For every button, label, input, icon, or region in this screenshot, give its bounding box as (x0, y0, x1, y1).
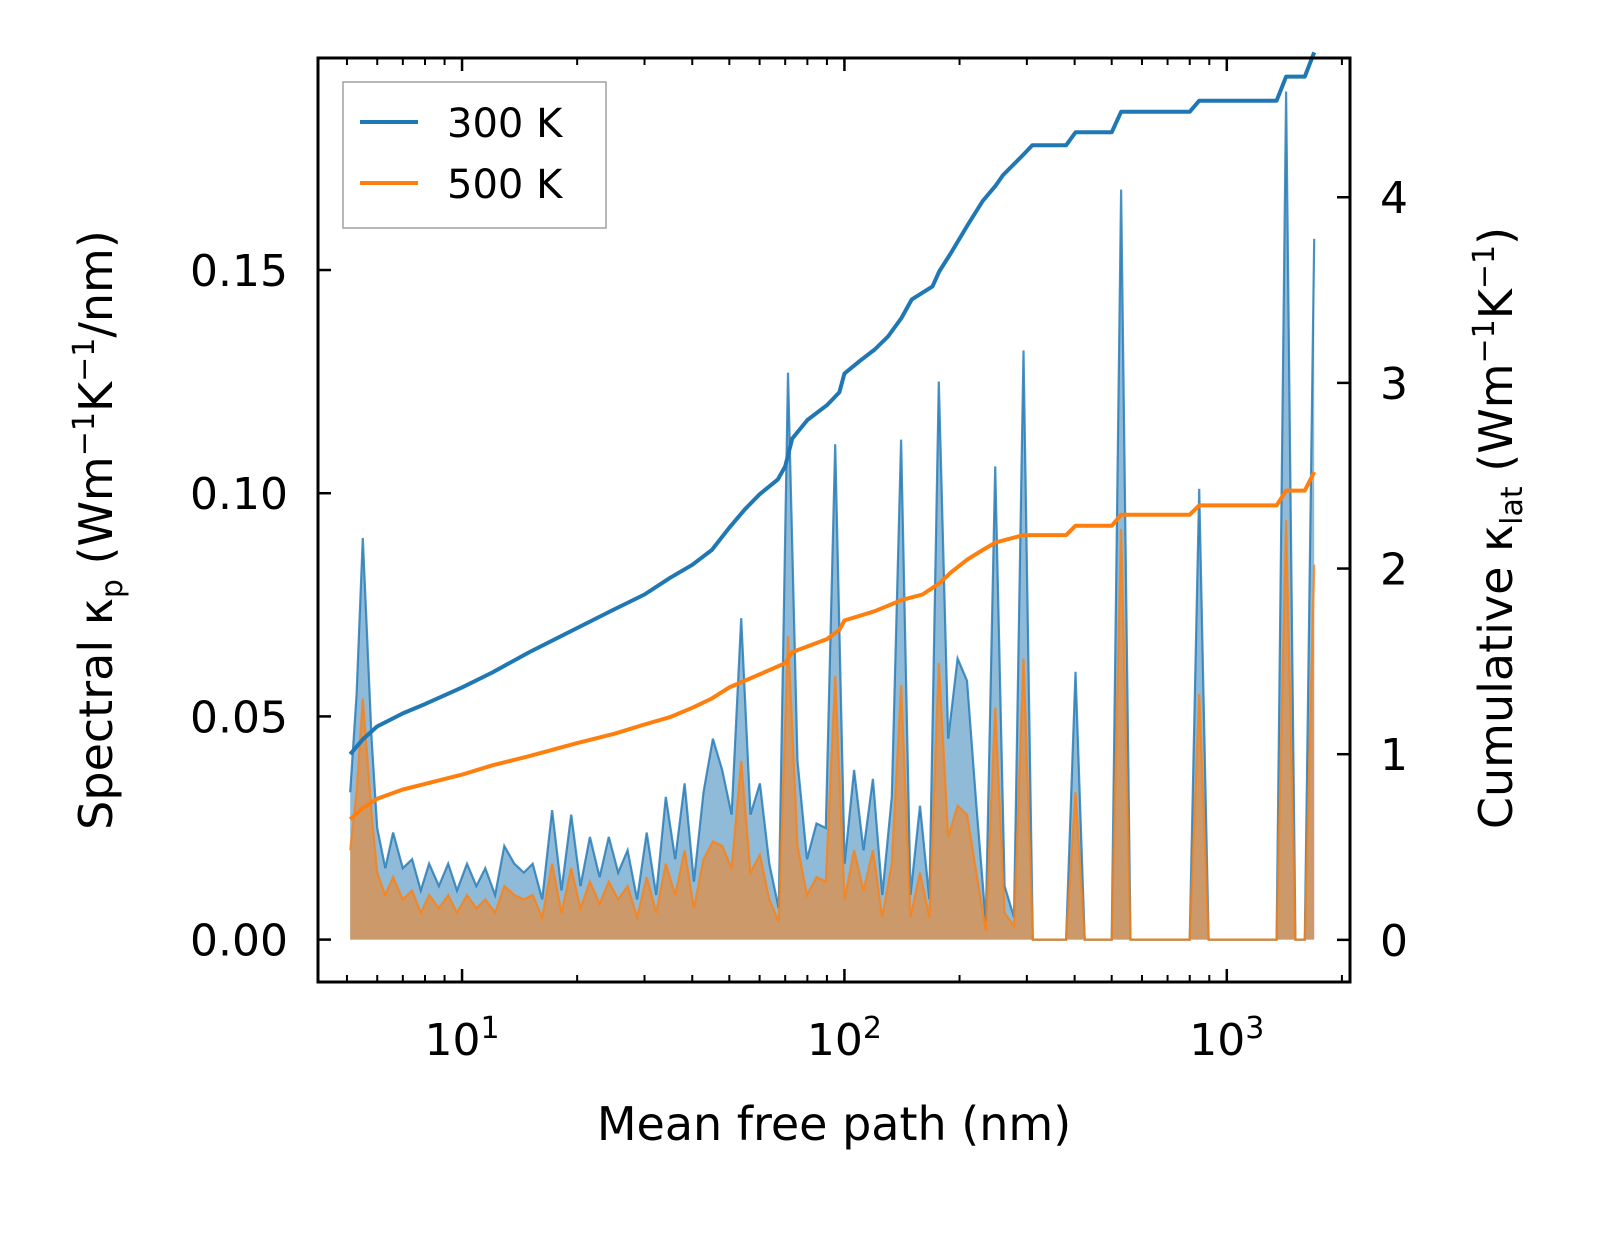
y-axis-left: 0.00 0.05 0.10 0.15 (190, 246, 331, 967)
cumulative-line-300k (348, 51, 1317, 756)
cumulative-layer (348, 51, 1317, 821)
y-right-tick-label: 2 (1380, 545, 1408, 596)
legend: 300 K 500 K (342, 81, 607, 229)
cumulative-line-500k (348, 471, 1316, 821)
y-axis-right: 0 1 2 3 4 (1337, 173, 1408, 967)
y-left-tick-label: 0.05 (190, 692, 288, 743)
y-left-tick-label: 0.15 (190, 246, 288, 297)
y-right-tick-label: 0 (1380, 916, 1408, 967)
x-axis: 101 102 103 (345, 58, 1343, 1066)
legend-box (342, 81, 607, 229)
y-axis-left-title: Spectral κp (Wm−1K−1/nm) (67, 230, 130, 830)
y-axis-right-title: Cumulative κlat (Wm−1K−1) (1467, 227, 1530, 829)
x-tick-label: 102 (807, 1011, 882, 1066)
y-left-tick-label: 0.10 (190, 469, 288, 520)
y-right-tick-label: 1 (1380, 730, 1408, 781)
y-right-tick-label: 4 (1380, 173, 1408, 224)
spectral-line-300k (349, 91, 1316, 941)
legend-label-500k: 500 K (447, 162, 564, 208)
spectral-line-500k (349, 519, 1316, 941)
legend-label-300k: 300 K (447, 101, 564, 147)
x-axis-title: Mean free path (nm) (597, 1097, 1071, 1151)
x-tick-label: 101 (425, 1011, 500, 1066)
y-right-tick-label: 3 (1380, 359, 1408, 410)
y-left-tick-label: 0.00 (190, 916, 288, 967)
axes-frame (316, 56, 1352, 984)
x-tick-label: 103 (1189, 1011, 1264, 1066)
